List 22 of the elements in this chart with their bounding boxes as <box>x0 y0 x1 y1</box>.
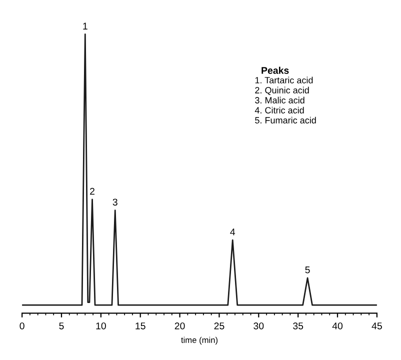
annotation: 2. Quinic acid <box>255 86 309 96</box>
x-tick-label: 15 <box>136 322 146 330</box>
x-tick-label: 25 <box>214 322 224 330</box>
annotation: 2 <box>90 188 94 195</box>
annotation: 1. Tartaric acid <box>255 76 313 84</box>
x-tick-label: 30 <box>254 322 264 330</box>
x-tick-label: 20 <box>174 322 185 330</box>
x-tick-label: 45 <box>372 322 382 330</box>
annotation: 3. Malic acid <box>255 96 304 104</box>
x-tick-label: 5 <box>59 322 64 330</box>
x-tick-label: 40 <box>332 322 343 330</box>
x-tick-label: 35 <box>293 322 304 330</box>
x-axis-title: time (min) <box>181 336 218 345</box>
annotation: Peaks <box>262 66 289 74</box>
annotation: 4 <box>230 228 236 236</box>
x-tick-label: 0 <box>20 322 24 330</box>
annotation: 5 <box>305 266 310 274</box>
annotation: 1 <box>83 22 88 30</box>
annotation: 5. Fumaric acid <box>255 116 316 124</box>
annotation: 3 <box>112 198 118 206</box>
annotation: 4. Citric acid <box>254 106 304 114</box>
x-tick-label: 10 <box>96 322 106 330</box>
